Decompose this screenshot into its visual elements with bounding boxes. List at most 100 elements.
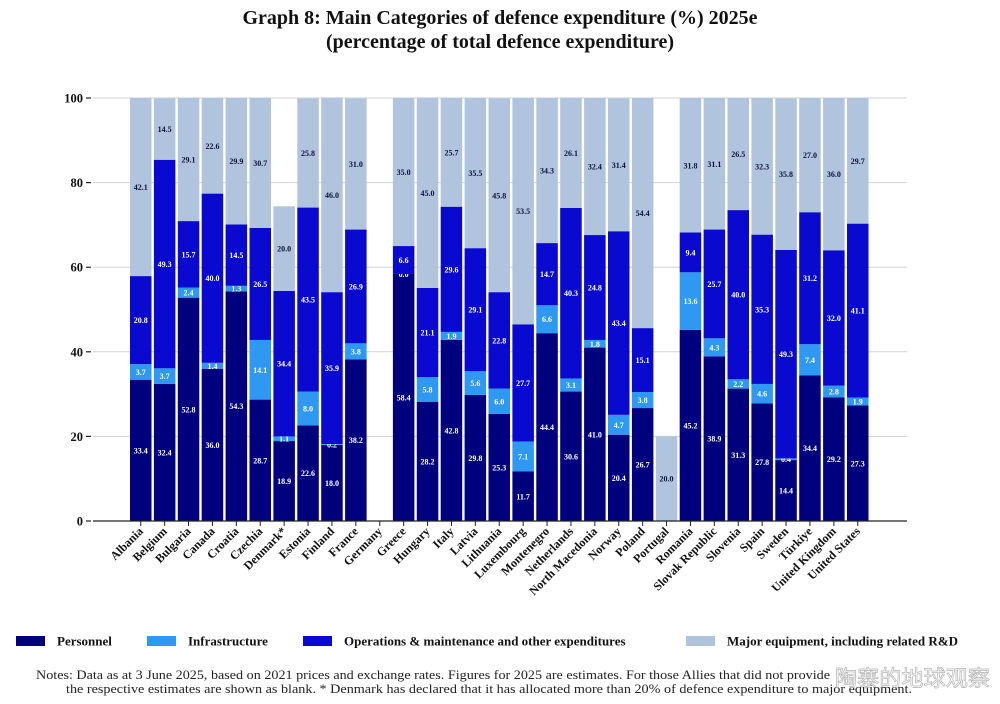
data-label: 1.9 <box>446 332 456 341</box>
bar-segment <box>560 97 582 208</box>
data-label: 44.4 <box>540 423 554 432</box>
bar-stack: 45.2 13.6 9.4 31.8 <box>679 98 702 521</box>
bar-stack: 30.6 3.1 40.3 26.1 <box>560 97 582 521</box>
bar-stack: 32.4 3.7 49.3 14.5 <box>153 98 176 521</box>
data-label: 46.0 <box>325 191 339 200</box>
bar-segment <box>297 207 319 392</box>
bar-stack: 38.2 3.8 26.9 31.0 <box>345 98 367 521</box>
bar-segment <box>249 98 271 228</box>
data-label: 35.0 <box>397 168 411 177</box>
data-label: 6.6 <box>399 256 409 265</box>
bar-stack: 20.4 4.7 43.4 31.4 <box>608 98 630 521</box>
bar-segment <box>703 229 726 339</box>
bar-segment <box>727 98 749 211</box>
data-label: 28.2 <box>421 457 435 466</box>
data-label: 18.9 <box>277 477 291 486</box>
bar-segment <box>153 368 176 384</box>
bar-stack: 28.7 14.1 26.5 30.7 <box>249 98 271 521</box>
bar-segment <box>823 98 845 251</box>
bar-segment <box>536 305 558 334</box>
bar-segment <box>321 97 343 293</box>
data-label: 29.1 <box>182 156 196 165</box>
bar-segment <box>608 434 630 521</box>
bar-segment <box>799 344 821 376</box>
bar-segment <box>775 98 797 250</box>
data-label: 3.8 <box>351 347 361 356</box>
bar-stack: 58.4 0.0 6.6 35.0 <box>392 98 415 521</box>
bar-segment <box>799 212 821 345</box>
legend-swatch-personnel <box>16 636 45 646</box>
legend-label-infrastructure: Infrastructure <box>188 634 268 649</box>
bar-segment <box>464 248 487 372</box>
bar-segment <box>225 224 248 286</box>
bar-segment <box>153 98 176 160</box>
data-label: 29.6 <box>444 265 458 274</box>
data-label: 14.1 <box>253 366 267 375</box>
bar-stack: 26.7 3.8 15.1 54.4 <box>631 98 654 521</box>
bar-segment <box>775 458 797 461</box>
bar-segment <box>631 98 654 329</box>
bar-segment <box>153 383 176 521</box>
data-label: 43.5 <box>301 296 315 305</box>
legend-label-operations: Operations & maintenance and other expen… <box>344 634 626 649</box>
bar-segment <box>727 388 749 521</box>
legend-item-personnel: Personnel <box>16 634 112 649</box>
legend-swatch-major-equipment <box>686 636 715 646</box>
bar-segment <box>847 405 869 521</box>
bar-segment <box>201 193 224 363</box>
notes-line-2: the respective estimates are shown as bl… <box>66 682 912 696</box>
data-label: 38.2 <box>349 436 363 445</box>
bar-segment <box>273 441 295 521</box>
data-label: 42.1 <box>134 183 148 192</box>
bar-segment <box>847 223 869 398</box>
data-label: 6.6 <box>542 315 552 324</box>
bar-segment <box>273 290 295 437</box>
data-label: 41.0 <box>588 430 602 439</box>
legend-swatch-infrastructure <box>147 636 176 646</box>
data-label: 42.8 <box>444 426 458 435</box>
data-label: 14.5 <box>158 125 172 134</box>
data-label: 22.6 <box>205 142 219 151</box>
data-label: 53.5 <box>516 207 530 216</box>
legend-swatch-operations <box>303 636 332 646</box>
data-label: 9.4 <box>685 248 695 257</box>
data-label: 49.3 <box>158 260 172 269</box>
bar-segment <box>775 249 797 459</box>
bar-segment <box>608 98 630 232</box>
data-label: 29.7 <box>851 157 865 166</box>
data-label: 1.8 <box>590 340 600 349</box>
data-label: 38.9 <box>707 435 721 444</box>
bar-segment <box>799 375 821 521</box>
notes-line-1: Notes: Data as at 3 June 2025, based on … <box>36 668 830 682</box>
bar-stack: 11.7 7.1 27.7 53.5 <box>512 98 534 521</box>
y-tick-label: 0 <box>77 515 83 529</box>
data-label: 24.8 <box>588 284 602 293</box>
bar-segment <box>130 379 152 521</box>
bar-segment <box>201 362 224 369</box>
bar-segment <box>177 297 200 521</box>
bar-segment <box>297 425 319 521</box>
bar-segment <box>177 287 200 298</box>
bar-segment <box>416 401 439 521</box>
bar-segment <box>297 391 319 426</box>
data-label: 27.8 <box>755 458 769 467</box>
data-label: 35.3 <box>755 305 769 314</box>
data-label: 15.7 <box>182 250 196 259</box>
bar-segment <box>584 98 606 236</box>
bar-segment <box>631 391 654 409</box>
bar-segment <box>130 364 152 380</box>
bar-stack: 25.3 6.0 22.8 45.8 <box>488 98 510 521</box>
bar-stack: 28.2 5.8 21.1 45.0 <box>416 97 439 521</box>
data-label: 3.7 <box>136 368 146 377</box>
data-label: 58.4 <box>397 393 411 402</box>
bar-segment <box>751 383 773 404</box>
data-label: 34.4 <box>803 444 817 453</box>
data-label: 5.6 <box>470 379 480 388</box>
bar-segment <box>440 339 463 521</box>
bar-segment <box>321 292 343 445</box>
data-label: 40.0 <box>731 291 745 300</box>
bar-stack: 18.0 0.2 35.9 46.0 <box>321 97 343 521</box>
bar-segment <box>560 378 582 392</box>
data-label: 26.5 <box>253 280 267 289</box>
data-label: 32.4 <box>158 448 172 457</box>
